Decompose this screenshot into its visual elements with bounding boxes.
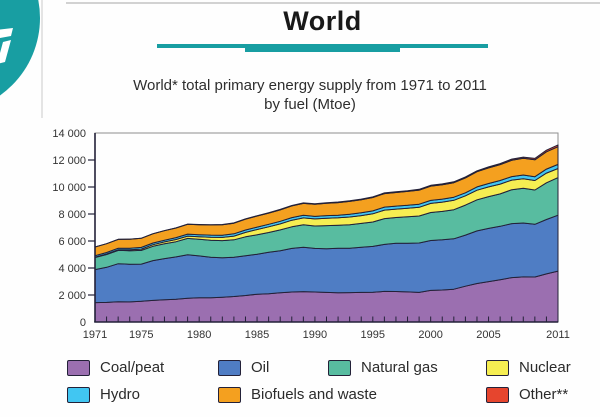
page-edge-left-line [41, 0, 43, 118]
legend-label: Nuclear [519, 359, 571, 376]
x-tick-label: 2005 [476, 329, 500, 341]
y-tick-label: 10 000 [52, 182, 86, 194]
x-tick-label: 1985 [245, 329, 269, 341]
legend-swatch [486, 359, 509, 376]
legend-swatch [67, 386, 90, 403]
legend-item-other: Other** [486, 386, 568, 403]
legend-swatch [218, 359, 241, 376]
legend-label: Oil [251, 359, 270, 376]
legend-item-hydro: Hydro [67, 386, 140, 403]
legend-item-oil: Oil [218, 359, 269, 376]
title-underline-thick [245, 44, 400, 52]
legend-item-natural-gas: Natural gas [328, 359, 438, 376]
x-tick-label: 1980 [187, 329, 211, 341]
area-series-other [94, 144, 559, 248]
x-tick-label: 1971 [83, 329, 107, 341]
stacked-area-chart: 0 2 000 4 000 6 000 8 000 10 000 12 000 14 000 1… [0, 120, 600, 352]
chart-subtitle-line2: by fuel (Mtoe) [264, 96, 356, 113]
legend-swatch [67, 359, 90, 376]
x-tick-label: 1990 [303, 329, 327, 341]
legend-label: Hydro [100, 386, 141, 403]
legend-swatch [486, 386, 509, 403]
legend-item-coal-peat: Coal/peat [67, 359, 164, 376]
y-tick-label: 14 000 [52, 128, 86, 140]
legend-label: Coal/peat [100, 359, 165, 376]
y-tick-label: 8 000 [58, 209, 86, 221]
y-tick-label: 6 000 [58, 236, 86, 248]
x-tick-label: 2000 [418, 329, 442, 341]
chart-canvas: 0 2 000 4 000 6 000 8 000 10 000 12 000 14 000 1… [52, 128, 570, 341]
chart-subtitle-line1: World* total primary energy supply from … [133, 77, 487, 94]
page-title: World [283, 6, 362, 36]
legend-swatch [218, 386, 241, 403]
corner-graphic [0, 0, 46, 102]
x-tick-label: 1995 [361, 329, 385, 341]
chart-subtitle: World* total primary energy supply from … [10, 76, 600, 114]
y-tick-label: 0 [80, 317, 86, 329]
page-edge-top-line [66, 2, 600, 4]
corner-badge-icon [0, 0, 40, 96]
legend-label: Natural gas [361, 359, 438, 376]
legend-item-biofuels-and-waste: Biofuels and waste [218, 386, 377, 403]
y-tick-label: 4 000 [58, 263, 86, 275]
legend-swatch [328, 359, 351, 376]
y-tick-label: 12 000 [52, 155, 86, 167]
y-tick-label: 2 000 [58, 290, 86, 302]
x-tick-label: 1975 [129, 329, 153, 341]
legend-item-nuclear: Nuclear [486, 359, 571, 376]
legend-label: Other** [519, 386, 569, 403]
x-tick-label: 2011 [546, 329, 570, 341]
legend-label: Biofuels and waste [251, 386, 377, 403]
